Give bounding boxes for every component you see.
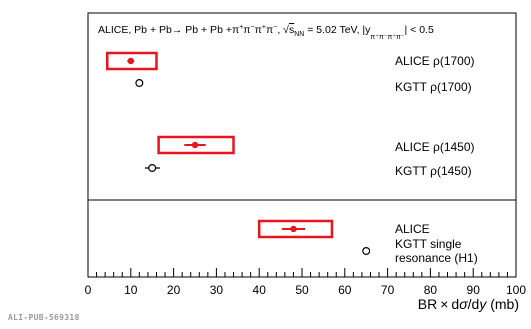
alice-point (191, 141, 199, 149)
x-tick-label: 80 (424, 283, 438, 297)
series-label: KGTT single (395, 237, 462, 251)
x-axis-label: BR × dσ/dy (mb) (418, 296, 519, 312)
series-label: resonance (H1) (395, 251, 478, 265)
kgtt-point (135, 78, 144, 87)
series-label: ALICE (395, 222, 430, 236)
kgtt-point (148, 164, 157, 173)
x-tick-label: 50 (295, 283, 309, 297)
series-label: ALICE ρ(1450) (395, 140, 475, 154)
alice-syst-box (157, 135, 235, 155)
data-marks (106, 51, 371, 256)
x-axis: 0 10 20 30 40 50 60 70 80 90 100 (85, 268, 526, 297)
alice-syst-box (257, 219, 334, 239)
series-label: ALICE ρ(1700) (395, 54, 475, 68)
row-labels: ALICE ρ(1700) KGTT ρ(1700) ALICE ρ(1450) KG… (395, 54, 478, 265)
x-tick-label: 100 (506, 283, 526, 297)
chart-title: ALICE, Pb + Pb→ Pb + Pb +π+π−π+π−, √sNN … (98, 24, 434, 41)
series-label: KGTT ρ(1450) (395, 164, 472, 178)
x-tick-label: 90 (467, 283, 481, 297)
alice-syst-box (106, 51, 158, 71)
x-tick-label: 10 (124, 283, 138, 297)
x-tick-label: 30 (210, 283, 224, 297)
x-tick-label: 20 (167, 283, 181, 297)
x-tick-label: 40 (253, 283, 267, 297)
alice-point (290, 225, 297, 233)
publication-id-watermark: ALI-PUB-569318 (8, 313, 80, 322)
alice-point (127, 57, 134, 65)
x-tick-label: 60 (338, 283, 352, 297)
series-label: KGTT ρ(1700) (395, 80, 472, 94)
kgtt-point (362, 247, 371, 256)
x-tick-label: 0 (85, 283, 92, 297)
x-tick-label: 70 (381, 283, 395, 297)
